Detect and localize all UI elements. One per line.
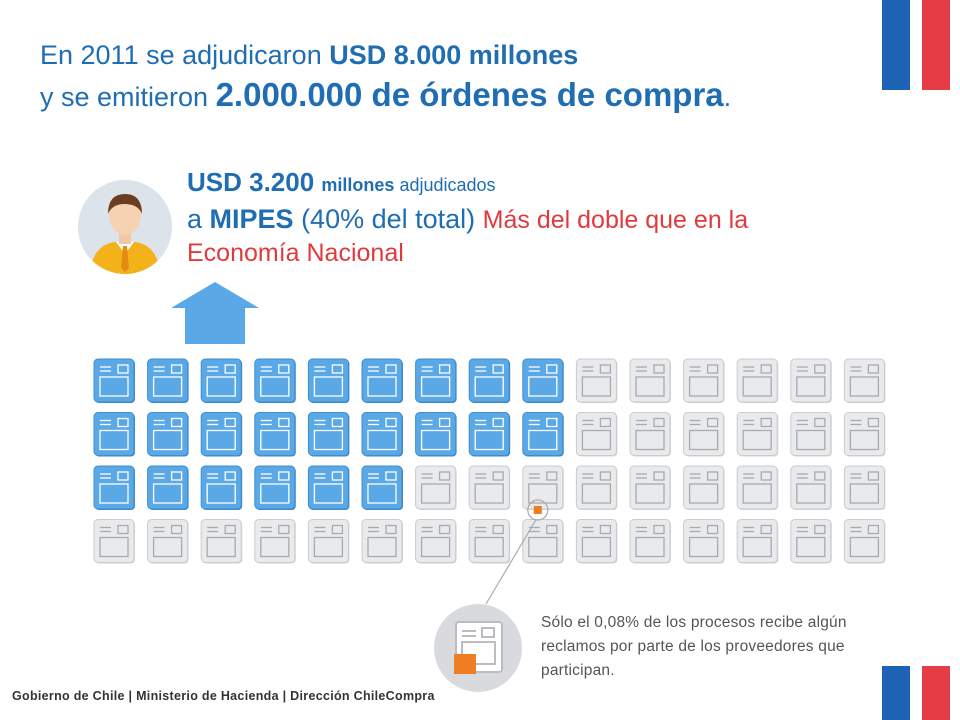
document-icon-highlighted bbox=[93, 465, 135, 510]
complaint-callout bbox=[485, 499, 549, 605]
document-icon bbox=[468, 465, 511, 510]
document-icon bbox=[415, 465, 457, 510]
document-icon bbox=[790, 358, 832, 403]
document-icon bbox=[843, 465, 886, 510]
document-icon bbox=[683, 519, 725, 564]
document-icon bbox=[575, 412, 618, 457]
document-icon-highlighted bbox=[254, 358, 296, 403]
mipes-label: MIPES bbox=[209, 204, 294, 234]
document-icon-highlighted bbox=[254, 412, 296, 457]
document-icon bbox=[147, 519, 189, 564]
headline-orders: 2.000.000 de órdenes de compra bbox=[215, 76, 724, 113]
document-icon bbox=[629, 519, 671, 564]
document-icon bbox=[843, 519, 886, 564]
document-icon-highlighted bbox=[200, 358, 243, 403]
document-icon-highlighted bbox=[415, 358, 457, 403]
person-avatar-icon bbox=[78, 180, 172, 274]
document-icon-highlighted bbox=[468, 412, 511, 457]
document-icon-highlighted bbox=[93, 358, 135, 403]
document-icon bbox=[790, 412, 832, 457]
document-icon bbox=[683, 465, 725, 510]
document-icon bbox=[790, 465, 832, 510]
document-icon bbox=[736, 412, 779, 457]
document-icon-highlighted bbox=[522, 412, 564, 457]
document-icon bbox=[468, 519, 511, 564]
headline-line-2: y se emitieron 2.000.000 de órdenes de c… bbox=[40, 76, 732, 113]
chile-flag-bottom-icon bbox=[882, 666, 950, 720]
chile-flag-top-icon bbox=[882, 0, 950, 90]
document-icon bbox=[629, 358, 671, 403]
document-icon-highlighted bbox=[361, 465, 403, 510]
document-icon-highlighted bbox=[415, 412, 457, 457]
document-icon bbox=[415, 519, 457, 564]
document-icon-highlighted bbox=[361, 412, 403, 457]
headline-amount: USD 8.000 millones bbox=[329, 40, 579, 70]
document-icon-highlighted bbox=[200, 412, 243, 457]
document-icon bbox=[522, 465, 564, 510]
document-icon bbox=[575, 519, 618, 564]
document-icon bbox=[307, 519, 350, 564]
mipes-stat: USD 3.200 millones adjudicados a MIPES (… bbox=[187, 164, 907, 270]
document-icon bbox=[736, 519, 779, 564]
document-icon-highlighted bbox=[254, 465, 296, 510]
comparison-text: Más del doble que en la bbox=[482, 206, 749, 234]
up-arrow-icon bbox=[171, 282, 259, 344]
document-icon-highlighted bbox=[147, 358, 189, 403]
document-icon-highlighted bbox=[307, 412, 350, 457]
document-icon bbox=[683, 358, 725, 403]
footer: Gobierno de Chile | Ministerio de Hacien… bbox=[12, 689, 435, 703]
document-icon-highlighted bbox=[307, 465, 350, 510]
document-icon bbox=[254, 519, 296, 564]
mipes-amount: USD 3.200 bbox=[187, 167, 315, 197]
document-icon-highlighted bbox=[147, 412, 189, 457]
document-icon bbox=[575, 358, 618, 403]
document-icon-highlighted bbox=[361, 358, 403, 403]
document-icon bbox=[434, 604, 522, 692]
headline: En 2011 se adjudicaron USD 8.000 millone… bbox=[40, 38, 731, 120]
headline-line-1: En 2011 se adjudicaron USD 8.000 millone… bbox=[40, 40, 579, 70]
document-icon bbox=[843, 412, 886, 457]
document-icon-highlighted bbox=[522, 358, 564, 403]
document-icon-highlighted bbox=[200, 465, 243, 510]
document-icon bbox=[629, 465, 671, 510]
document-icon bbox=[361, 519, 403, 564]
document-icon bbox=[629, 412, 671, 457]
document-icon bbox=[736, 358, 779, 403]
document-icon-highlighted bbox=[93, 412, 135, 457]
document-icon bbox=[683, 412, 725, 457]
document-icon bbox=[843, 358, 886, 403]
complaints-note: Sólo el 0,08% de los procesos recibe alg… bbox=[541, 614, 847, 679]
comparison-text-2: Economía Nacional bbox=[187, 239, 404, 267]
document-icon bbox=[575, 465, 618, 510]
document-icon-highlighted bbox=[147, 465, 189, 510]
document-icon bbox=[736, 465, 779, 510]
document-icon-highlighted bbox=[468, 358, 511, 403]
document-icon bbox=[93, 519, 135, 564]
document-icon bbox=[790, 519, 832, 564]
document-icon bbox=[200, 519, 243, 564]
document-icon-highlighted bbox=[307, 358, 350, 403]
document-icon bbox=[522, 519, 564, 564]
